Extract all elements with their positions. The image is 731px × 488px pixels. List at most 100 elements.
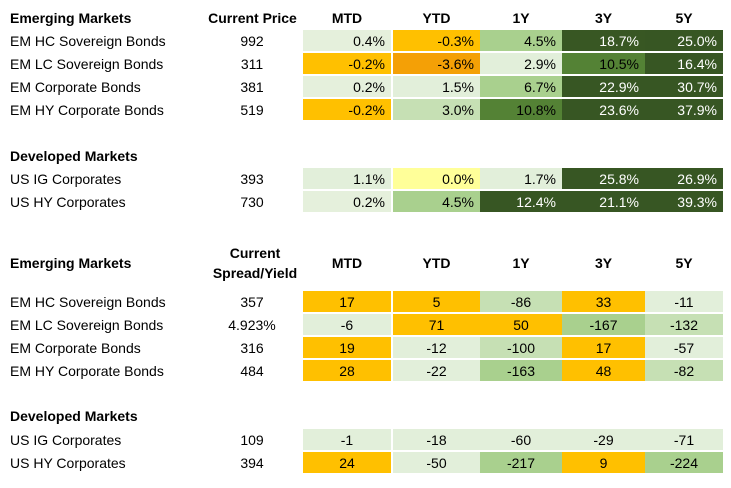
row-label: US IG Corporates [10,431,122,448]
table-row: EM HY Corporate Bonds 484 28 -22 -163 48 -82 [0,359,731,382]
value-cell: -86 [480,290,562,313]
row-label: EM HY Corporate Bonds [10,101,164,118]
period-header-3y: 3Y [594,9,613,26]
value-cell: -163 [480,359,562,382]
value-cell: 26.9% [645,167,723,190]
value-cell: 21.1% [562,190,645,213]
value-cell: 24 [303,451,391,474]
period-header-ytd: YTD [422,255,451,271]
row-label: EM HC Sovereign Bonds [10,32,166,49]
section-title: Emerging Markets [10,255,132,271]
value-cell: 25.0% [645,29,723,52]
value-cell: 48 [562,359,645,382]
value-cell: 17 [303,290,391,313]
value-cell: 16.4% [645,52,723,75]
period-header-5y: 5Y [675,9,693,26]
period-header-mtd: MTD [331,255,363,271]
header-line-1: Current [229,245,281,261]
period-header-3y: 3Y [594,255,613,271]
value-cell: -100 [480,336,562,359]
value-cell: 19 [303,336,391,359]
value-cell: 39.3% [645,190,723,213]
row-label: EM Corporate Bonds [10,78,141,95]
value-cell: -217 [480,451,562,474]
value-cell: 0.0% [393,167,480,190]
value-cell: -0.3% [393,29,480,52]
table-row: US IG Corporates 393 1.1% 0.0% 1.7% 25.8% 26.9… [0,167,731,190]
value-cell: 23.6% [562,98,645,121]
value-cell: 5 [393,290,480,313]
row-label: EM HC Sovereign Bonds [10,293,166,310]
row-label: US HY Corporates [10,193,126,210]
current-value: 730 [240,193,264,210]
row-label: EM Corporate Bonds [10,339,141,356]
value-cell: -12 [393,336,480,359]
value-cell: 6.7% [480,75,562,98]
period-header-5y: 5Y [675,255,693,271]
current-value: 109 [240,431,264,448]
value-cell: -50 [393,451,480,474]
section-title: Developed Markets [10,407,138,424]
value-cell: 1.1% [303,167,391,190]
period-header-mtd: MTD [331,9,363,26]
value-cell: -60 [480,428,562,451]
value-cell: -11 [645,290,723,313]
table-row: US HY Corporates 730 0.2% 4.5% 12.4% 21.1% 39.… [0,190,731,213]
current-value: 394 [240,454,264,471]
value-cell: -1 [303,428,391,451]
table-row: EM HC Sovereign Bonds 992 0.4% -0.3% 4.5% 18.… [0,29,731,52]
value-cell: 3.0% [393,98,480,121]
value-cell: 0.2% [303,190,391,213]
value-cell: -3.6% [393,52,480,75]
value-cell: 10.5% [562,52,645,75]
value-cell: -22 [393,359,480,382]
current-value: 992 [240,32,264,49]
value-cell: 4.5% [393,190,480,213]
period-header-1y: 1Y [512,9,530,26]
value-cell: -18 [393,428,480,451]
header-row: Emerging Markets Current Price MTD YTD 1Y 3Y 5… [0,6,731,29]
table-row: US IG Corporates 109 -1 -18 -60 -29 -71 [0,428,731,451]
current-value: 393 [240,170,264,187]
value-cell: 71 [393,313,480,336]
header-line-2: Spread/Yield [212,265,298,281]
section-title-row: Developed Markets [0,404,731,427]
value-cell: -71 [645,428,723,451]
section-title: Developed Markets [10,147,138,164]
row-label: EM LC Sovereign Bonds [10,316,164,333]
price-column-header: Current Price [208,9,297,26]
header-row: Emerging Markets Current Spread/Yield MTD YT… [0,241,731,285]
value-cell: 25.8% [562,167,645,190]
value-cell: 1.5% [393,75,480,98]
value-cell: 2.9% [480,52,562,75]
value-cell: -0.2% [303,98,391,121]
value-cell: -132 [645,313,723,336]
value-cell: -0.2% [303,52,391,75]
section-title: Emerging Markets [10,9,132,26]
value-cell: 22.9% [562,75,645,98]
table-row: EM HC Sovereign Bonds 357 17 5 -86 33 -11 [0,290,731,313]
value-cell: 12.4% [480,190,562,213]
current-value: 381 [240,78,264,95]
row-label: EM LC Sovereign Bonds [10,55,164,72]
value-cell: -82 [645,359,723,382]
value-cell: 4.5% [480,29,562,52]
table-row: EM Corporate Bonds 316 19 -12 -100 17 -57 [0,336,731,359]
value-cell: 30.7% [645,75,723,98]
value-cell: 0.2% [303,75,391,98]
value-cell: 17 [562,336,645,359]
value-cell: 0.4% [303,29,391,52]
value-cell: -224 [645,451,723,474]
table-row: EM LC Sovereign Bonds 4.923% -6 71 50 -167 -13… [0,313,731,336]
value-cell: 33 [562,290,645,313]
table-row: EM HY Corporate Bonds 519 -0.2% 3.0% 10.8% 23… [0,98,731,121]
value-cell: -6 [303,313,391,336]
row-label: US HY Corporates [10,454,126,471]
row-label: EM HY Corporate Bonds [10,362,164,379]
current-value: 4.923% [228,316,276,333]
current-value: 484 [240,362,264,379]
current-value: 357 [240,293,264,310]
value-cell: -57 [645,336,723,359]
value-cell: -29 [562,428,645,451]
